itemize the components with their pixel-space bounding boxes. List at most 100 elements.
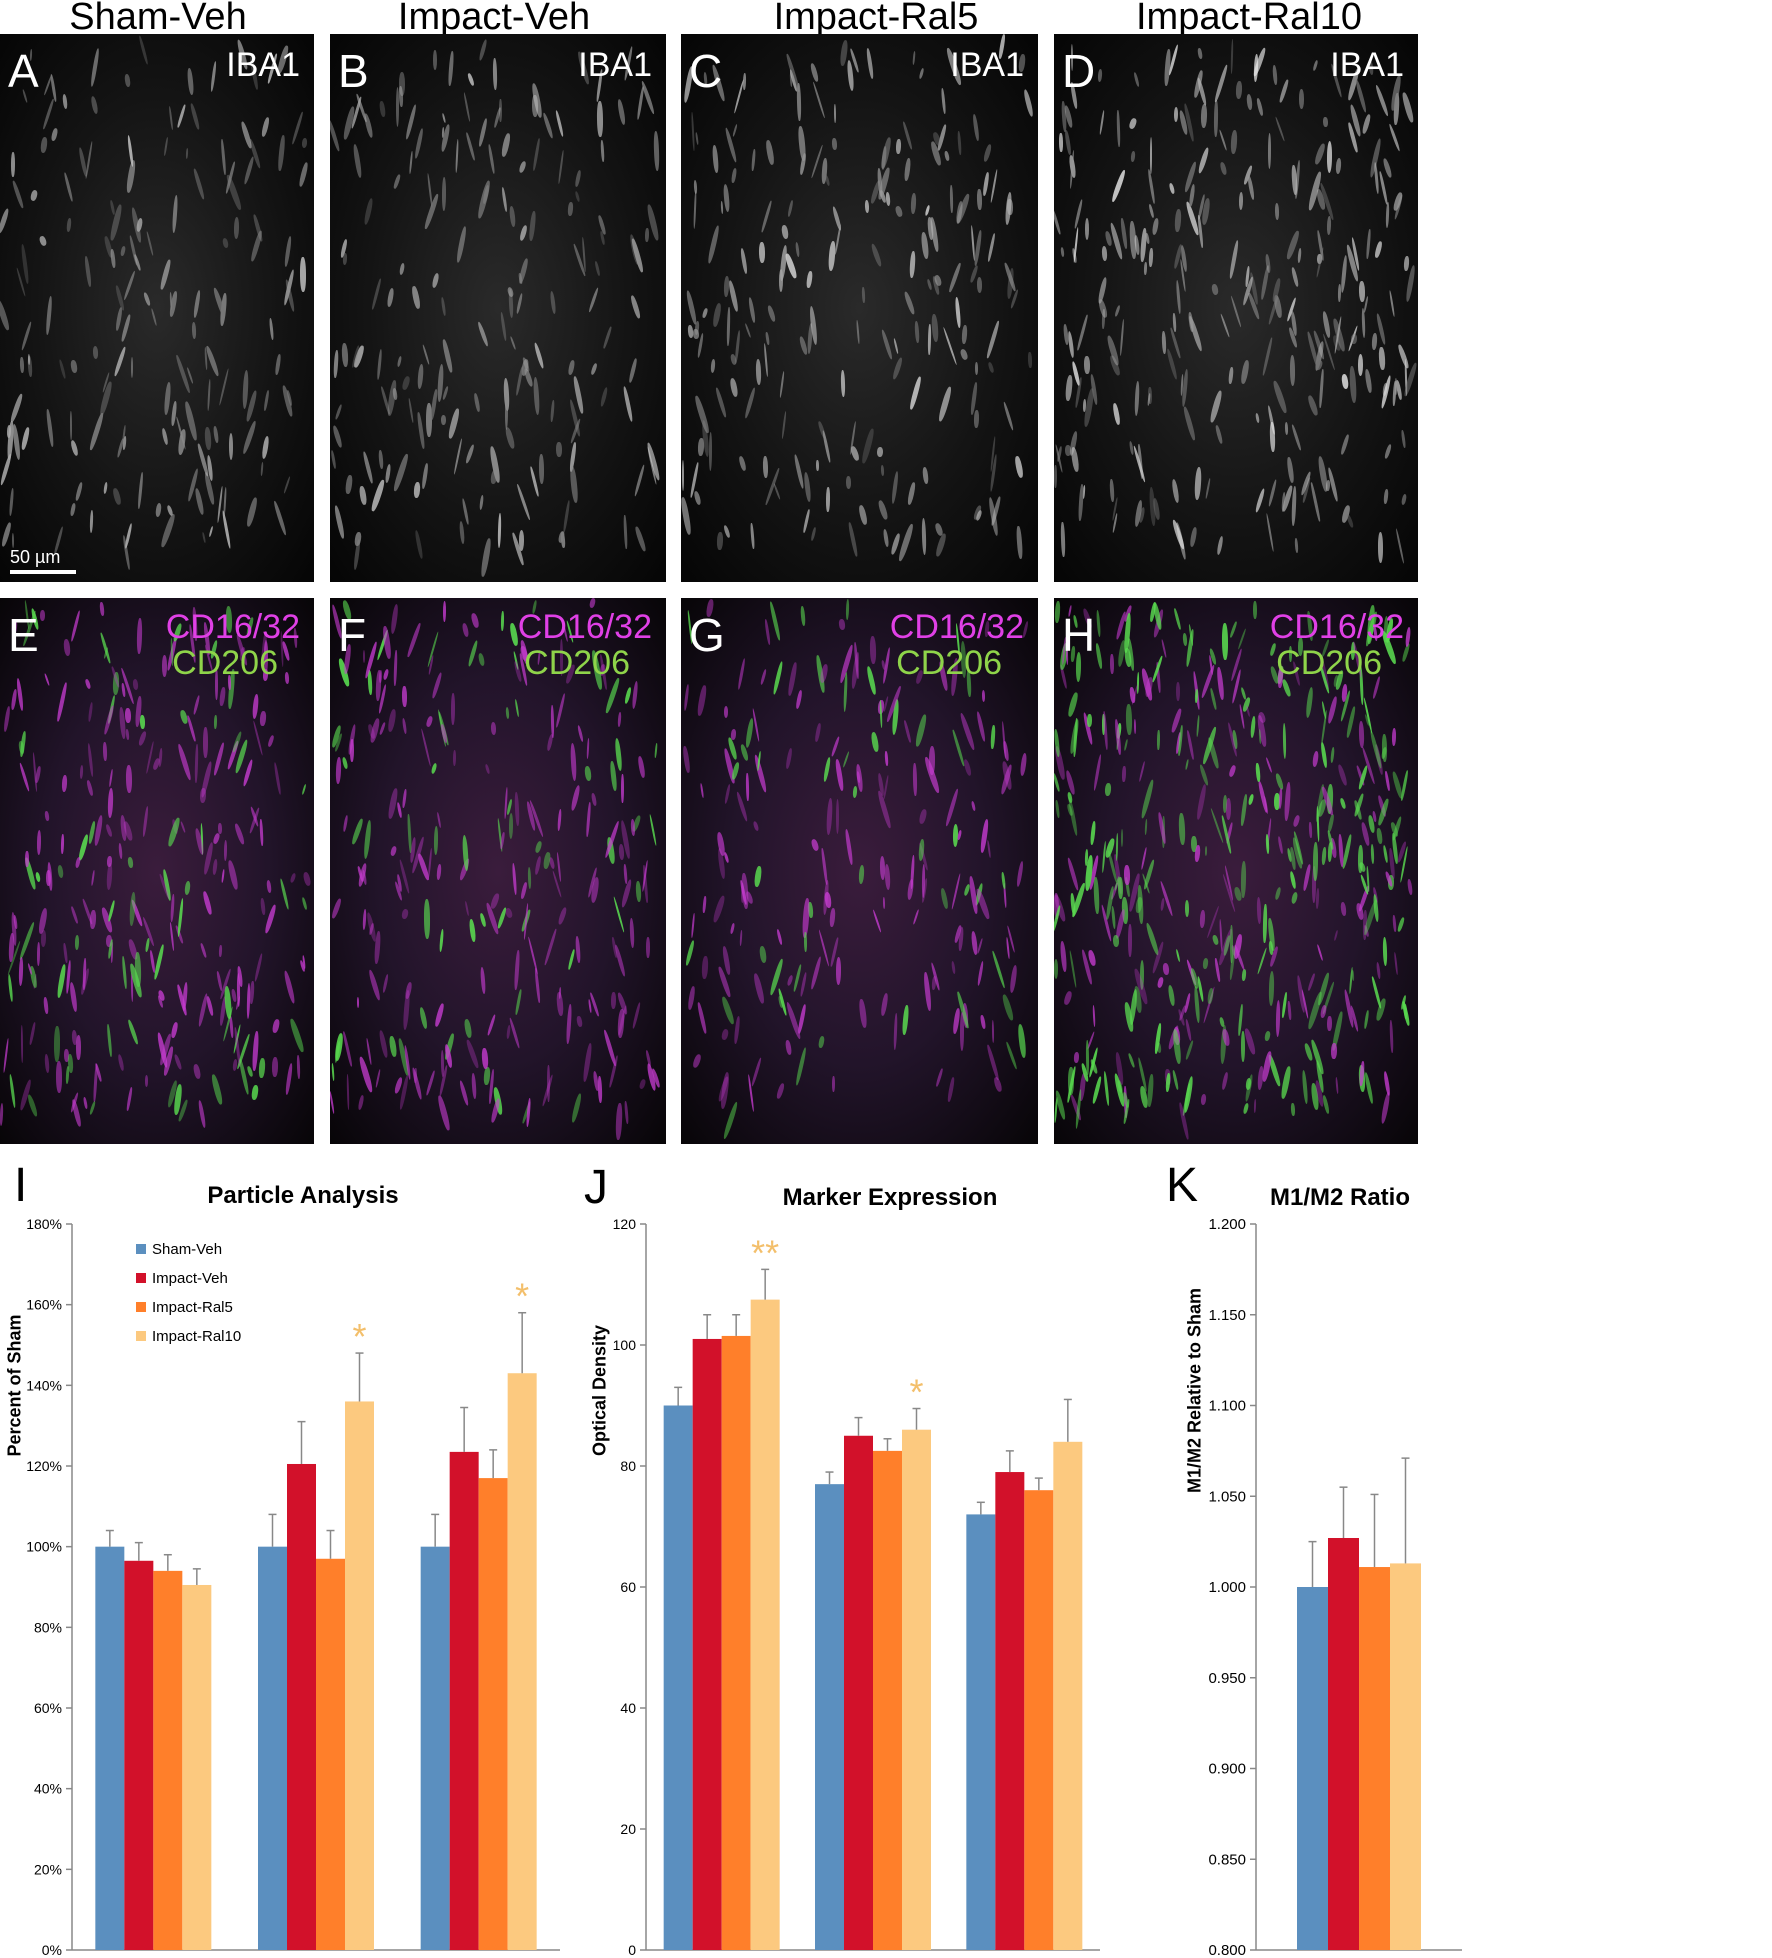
significance-marker: * xyxy=(352,1316,366,1357)
tissue-texture xyxy=(633,464,646,498)
tissue-texture xyxy=(1183,1075,1195,1114)
tissue-texture xyxy=(141,806,149,838)
tissue-texture xyxy=(893,337,900,354)
tissue-texture xyxy=(102,742,107,761)
panel-letter-c: C xyxy=(689,45,723,97)
tissue-texture xyxy=(1393,951,1399,975)
tissue-texture xyxy=(1075,314,1088,351)
tissue-texture xyxy=(229,432,234,460)
tissue-texture xyxy=(396,355,403,367)
tissue-texture xyxy=(1104,782,1111,797)
tissue-texture xyxy=(479,537,492,578)
tissue-texture xyxy=(1370,976,1382,1010)
scale-bar-label: 50 µm xyxy=(10,547,61,567)
tissue-texture xyxy=(739,247,748,275)
tissue-texture xyxy=(1066,691,1079,718)
tissue-texture xyxy=(585,802,591,837)
tissue-texture xyxy=(75,857,82,869)
tissue-texture xyxy=(374,930,382,964)
tissue-texture xyxy=(341,342,349,368)
legend-swatch xyxy=(136,1244,146,1254)
panel-letter-b: B xyxy=(338,45,369,97)
tissue-texture xyxy=(1278,78,1290,103)
tissue-texture xyxy=(577,725,585,743)
tissue-texture xyxy=(567,201,573,216)
tissue-texture xyxy=(272,500,288,536)
tissue-texture xyxy=(508,812,514,839)
tissue-texture xyxy=(961,324,968,345)
bar xyxy=(663,1405,693,1950)
tissue-texture xyxy=(431,672,443,699)
tissue-texture xyxy=(1175,521,1188,560)
tissue-texture xyxy=(1205,846,1208,857)
tissue-texture xyxy=(351,817,365,845)
tissue-texture xyxy=(301,138,308,149)
tissue-texture xyxy=(431,272,441,289)
tissue-texture xyxy=(982,689,986,702)
tissue-texture xyxy=(1330,746,1336,763)
tissue-texture xyxy=(1397,344,1410,370)
tissue-texture xyxy=(118,843,124,860)
tissue-texture xyxy=(799,971,808,997)
tissue-texture xyxy=(486,1013,496,1036)
tissue-texture xyxy=(58,358,67,380)
tissue-texture xyxy=(586,737,590,759)
tissue-texture xyxy=(440,415,446,426)
tissue-texture xyxy=(382,973,390,994)
tissue-texture xyxy=(1327,695,1339,724)
tissue-texture xyxy=(1245,704,1252,717)
tissue-texture xyxy=(1128,116,1138,129)
tissue-texture xyxy=(79,764,84,780)
tissue-texture xyxy=(1250,715,1257,739)
tissue-texture xyxy=(262,390,270,412)
tissue-texture xyxy=(464,1038,480,1069)
tissue-texture xyxy=(617,711,622,727)
tissue-texture xyxy=(18,957,25,987)
tissue-texture xyxy=(220,869,225,884)
tissue-texture xyxy=(18,921,36,961)
tissue-texture xyxy=(893,1013,898,1051)
tissue-texture xyxy=(1240,861,1247,899)
tissue-texture xyxy=(1085,217,1090,241)
tissue-texture xyxy=(562,500,571,534)
tissue-texture xyxy=(723,127,738,164)
tissue-texture xyxy=(1113,305,1121,318)
tissue-texture xyxy=(1068,950,1078,989)
tissue-texture xyxy=(709,432,713,472)
tissue-texture xyxy=(203,472,216,505)
marker-label-cd16-32: CD16/32 xyxy=(165,608,300,646)
tissue-texture xyxy=(465,131,476,161)
tissue-texture xyxy=(341,1030,353,1067)
tissue-texture xyxy=(55,681,68,722)
tissue-texture xyxy=(406,622,422,658)
tissue-texture xyxy=(1010,289,1020,310)
tissue-texture xyxy=(1174,106,1179,123)
tissue-texture xyxy=(24,851,29,868)
tissue-texture xyxy=(36,830,42,856)
tissue-texture xyxy=(989,168,998,203)
tissue-texture xyxy=(160,428,169,446)
tissue-texture xyxy=(697,437,704,457)
tissue-texture xyxy=(852,786,858,799)
tissue-texture xyxy=(279,877,291,910)
tissue-texture xyxy=(346,1073,350,1110)
tissue-texture xyxy=(829,908,836,928)
tissue-texture xyxy=(75,934,80,950)
tissue-texture xyxy=(289,872,297,884)
tissue-texture xyxy=(427,631,440,668)
tissue-texture xyxy=(513,949,520,990)
tissue-texture xyxy=(217,822,222,834)
tissue-texture xyxy=(514,699,520,718)
tissue-texture xyxy=(37,907,48,935)
tissue-texture xyxy=(1102,1070,1110,1106)
tissue-texture xyxy=(972,113,981,141)
tissue-texture xyxy=(1161,331,1167,355)
tissue-texture xyxy=(509,335,517,350)
tissue-texture xyxy=(822,756,832,782)
tissue-texture xyxy=(638,1078,646,1090)
tissue-texture xyxy=(434,1002,445,1028)
tissue-texture xyxy=(1027,351,1032,368)
tissue-texture xyxy=(1126,704,1133,736)
tissue-texture xyxy=(163,381,172,415)
tissue-texture xyxy=(74,481,84,501)
